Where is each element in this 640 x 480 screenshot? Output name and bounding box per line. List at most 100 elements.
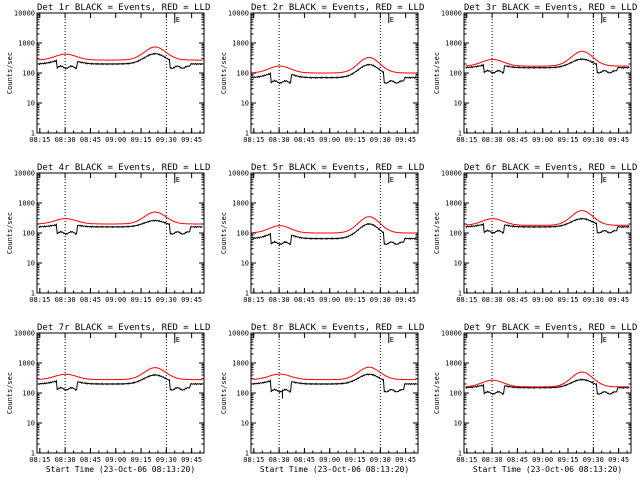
x-tick-label: 09:15 <box>344 136 365 144</box>
series-line-events <box>465 217 630 235</box>
panel-det-3: Det 3r BLACK = Events, RED = LLD 1 10 100 10… <box>433 3 637 144</box>
x-tick-label: 08:45 <box>507 296 528 304</box>
plot-frame <box>250 332 419 454</box>
plot-frame <box>463 12 632 134</box>
y-axis-label: Counts/sec <box>6 372 14 414</box>
y-tick-label: 10 <box>241 100 249 108</box>
y-tick-label: 10 <box>454 100 462 108</box>
x-tick-label: 09:15 <box>130 456 151 464</box>
y-tick-label: 100 <box>236 70 249 78</box>
series-line-lld <box>252 366 417 381</box>
y-tick-label: 10000 <box>228 10 249 18</box>
y-tick-label: 1000 <box>445 40 462 48</box>
y-tick-label: 100 <box>449 230 462 238</box>
series-line-lld <box>252 56 417 74</box>
series-line-events <box>465 57 630 75</box>
series-line-lld <box>465 50 630 67</box>
series-line-events <box>38 219 203 236</box>
x-tick-label: 08:15 <box>29 296 50 304</box>
x-tick-label: 09:30 <box>156 136 177 144</box>
y-axis-label: Counts/sec <box>433 372 441 414</box>
y-tick-label: 1000 <box>232 40 249 48</box>
panel-det-8: Det 8r BLACK = Events, RED = LLD 1 10 100 10… <box>220 323 424 474</box>
y-tick-label: 10000 <box>14 10 35 18</box>
x-tick-label: 08:45 <box>80 136 101 144</box>
y-tick-label: 1 <box>31 290 35 298</box>
x-tick-label: 09:30 <box>583 456 604 464</box>
x-tick-label: 09:30 <box>156 456 177 464</box>
x-tick-label: 09:30 <box>583 136 604 144</box>
y-tick-label: 1000 <box>232 360 249 368</box>
e-marker-label: E <box>390 176 394 184</box>
panel-title: Det 7r BLACK = Events, RED = LLD <box>37 323 210 333</box>
x-tick-label: 09:00 <box>105 136 126 144</box>
panel-det-7: Det 7r BLACK = Events, RED = LLD 1 10 100 10… <box>6 323 210 474</box>
y-axis-label: Counts/sec <box>6 212 14 254</box>
panel-title: Det 1r BLACK = Events, RED = LLD <box>37 3 210 13</box>
y-tick-label: 1 <box>458 130 462 138</box>
x-tick-label: 09:45 <box>395 296 416 304</box>
y-tick-label: 10 <box>241 260 249 268</box>
e-marker-label: E <box>390 16 394 24</box>
y-tick-label: 100 <box>22 70 35 78</box>
y-tick-label: 1000 <box>445 200 462 208</box>
x-tick-label: 09:45 <box>181 456 202 464</box>
x-tick-label: 08:15 <box>456 456 477 464</box>
series-line-lld <box>38 367 203 381</box>
x-tick-label: 09:15 <box>344 296 365 304</box>
y-tick-label: 10 <box>454 260 462 268</box>
x-tick-label: 08:45 <box>294 456 315 464</box>
panel-title: Det 5r BLACK = Events, RED = LLD <box>251 163 424 173</box>
x-tick-label: 08:30 <box>482 136 503 144</box>
y-tick-label: 10000 <box>228 170 249 178</box>
series-line-events <box>465 378 630 396</box>
x-axis-label: Start Time (23-Oct-06 08:13:20) <box>260 465 409 474</box>
x-tick-label: 08:45 <box>294 136 315 144</box>
e-marker-label: E <box>176 16 180 24</box>
x-tick-label: 09:45 <box>608 456 629 464</box>
x-tick-label: 09:45 <box>181 296 202 304</box>
y-tick-label: 100 <box>449 390 462 398</box>
y-tick-label: 1000 <box>18 200 35 208</box>
x-tick-label: 08:30 <box>482 296 503 304</box>
x-tick-label: 08:15 <box>243 456 264 464</box>
y-axis-label: Counts/sec <box>6 52 14 94</box>
y-tick-label: 100 <box>22 230 35 238</box>
e-marker-label: E <box>603 16 607 24</box>
x-tick-label: 09:00 <box>319 296 340 304</box>
y-tick-label: 10 <box>27 100 35 108</box>
x-tick-label: 09:00 <box>532 136 553 144</box>
x-tick-label: 08:15 <box>243 136 264 144</box>
x-tick-label: 08:30 <box>269 456 290 464</box>
y-tick-label: 1 <box>458 290 462 298</box>
y-tick-label: 10000 <box>441 170 462 178</box>
x-tick-label: 09:30 <box>370 296 391 304</box>
x-tick-label: 08:15 <box>243 296 264 304</box>
series-line-events <box>252 63 417 85</box>
series-line-events <box>38 373 203 392</box>
y-tick-label: 1 <box>31 450 35 458</box>
y-tick-label: 10000 <box>14 170 35 178</box>
x-axis-label: Start Time (23-Oct-06 08:13:20) <box>473 465 622 474</box>
y-tick-label: 10 <box>454 420 462 428</box>
x-tick-label: 08:45 <box>80 296 101 304</box>
e-marker-label: E <box>603 336 607 344</box>
y-axis-label: Counts/sec <box>220 52 228 94</box>
panel-det-9: Det 9r BLACK = Events, RED = LLD 1 10 100 10… <box>433 323 637 474</box>
y-axis-label: Counts/sec <box>433 52 441 94</box>
y-axis-label: Counts/sec <box>433 212 441 254</box>
y-tick-label: 10000 <box>441 10 462 18</box>
x-tick-label: 08:15 <box>456 136 477 144</box>
panel-det-6: Det 6r BLACK = Events, RED = LLD 1 10 100 10… <box>433 163 637 304</box>
x-tick-label: 09:30 <box>583 296 604 304</box>
x-tick-label: 08:30 <box>55 456 76 464</box>
panel-title: Det 2r BLACK = Events, RED = LLD <box>251 3 424 13</box>
panel-title: Det 9r BLACK = Events, RED = LLD <box>464 323 637 333</box>
x-tick-label: 09:00 <box>532 456 553 464</box>
x-tick-label: 08:15 <box>456 296 477 304</box>
plot-frame <box>36 172 205 294</box>
x-tick-label: 09:00 <box>319 456 340 464</box>
x-tick-label: 09:45 <box>608 136 629 144</box>
panel-det-4: Det 4r BLACK = Events, RED = LLD 1 10 100 10… <box>6 163 210 304</box>
